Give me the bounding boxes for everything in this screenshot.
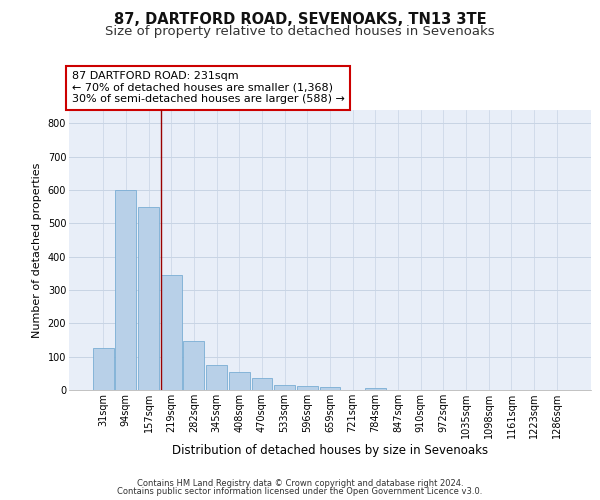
- Bar: [320, 386, 340, 390]
- Text: Size of property relative to detached houses in Sevenoaks: Size of property relative to detached ho…: [105, 25, 495, 38]
- Bar: [184, 340, 205, 390]
- Bar: [251, 378, 272, 390]
- Y-axis label: Number of detached properties: Number of detached properties: [32, 162, 42, 338]
- Bar: [229, 372, 250, 390]
- Bar: [297, 386, 318, 390]
- X-axis label: Distribution of detached houses by size in Sevenoaks: Distribution of detached houses by size …: [172, 444, 488, 457]
- Text: 87 DARTFORD ROAD: 231sqm
← 70% of detached houses are smaller (1,368)
30% of sem: 87 DARTFORD ROAD: 231sqm ← 70% of detach…: [71, 71, 344, 104]
- Bar: [115, 190, 136, 390]
- Bar: [206, 365, 227, 390]
- Bar: [161, 275, 182, 390]
- Text: Contains HM Land Registry data © Crown copyright and database right 2024.: Contains HM Land Registry data © Crown c…: [137, 478, 463, 488]
- Bar: [93, 348, 113, 390]
- Text: 87, DARTFORD ROAD, SEVENOAKS, TN13 3TE: 87, DARTFORD ROAD, SEVENOAKS, TN13 3TE: [113, 12, 487, 28]
- Bar: [365, 388, 386, 390]
- Bar: [138, 206, 159, 390]
- Text: Contains public sector information licensed under the Open Government Licence v3: Contains public sector information licen…: [118, 487, 482, 496]
- Bar: [274, 385, 295, 390]
